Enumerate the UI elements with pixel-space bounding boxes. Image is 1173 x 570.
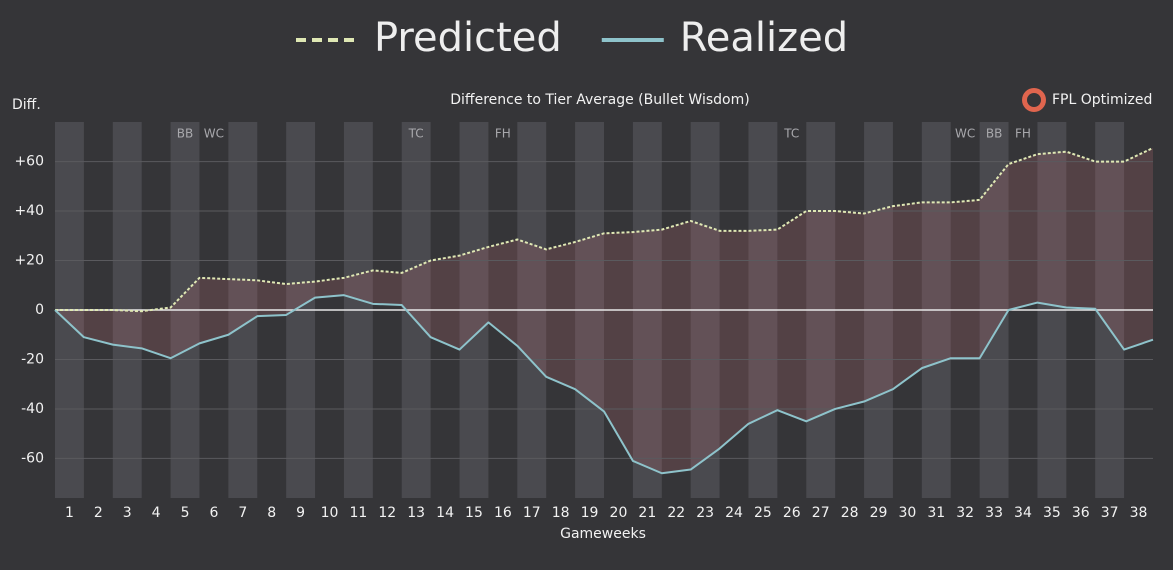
x-tick-label: 14 [436, 505, 454, 521]
chip-annotation: TC [783, 127, 799, 141]
x-tick-label: 12 [378, 505, 396, 521]
x-tick-label: 7 [238, 505, 247, 521]
y-tick-label: -60 [21, 450, 44, 466]
x-tick-label: 19 [581, 505, 599, 521]
y-tick-label: +60 [14, 154, 44, 170]
x-tick-label: 30 [898, 505, 916, 521]
x-tick-label: 15 [465, 505, 483, 521]
legend-label: Predicted [374, 15, 562, 61]
x-tick-label: 34 [1014, 505, 1032, 521]
x-tick-label: 5 [181, 505, 190, 521]
logo-inner [1027, 93, 1041, 107]
x-tick-label: 38 [1130, 505, 1148, 521]
x-tick-label: 33 [985, 505, 1003, 521]
x-tick-label: 18 [552, 505, 570, 521]
x-tick-label: 25 [754, 505, 772, 521]
x-tick-label: 28 [841, 505, 859, 521]
chart-title: Difference to Tier Average (Bullet Wisdo… [450, 92, 749, 108]
x-tick-label: 2 [94, 505, 103, 521]
x-tick-label: 8 [267, 505, 276, 521]
y-tick-label: +40 [14, 203, 44, 219]
x-tick-label: 20 [610, 505, 628, 521]
y-tick-label: +20 [14, 253, 44, 269]
x-tick-label: 36 [1072, 505, 1090, 521]
x-tick-label: 37 [1101, 505, 1119, 521]
chip-annotation: BB [986, 127, 1002, 141]
x-tick-label: 32 [956, 505, 974, 521]
x-tick-label: 31 [927, 505, 945, 521]
x-tick-label: 13 [407, 505, 425, 521]
x-tick-label: 16 [494, 505, 512, 521]
x-tick-label: 9 [296, 505, 305, 521]
x-tick-label: 29 [870, 505, 888, 521]
brand-logo: FPL Optimized [1022, 88, 1152, 112]
x-tick-label: 10 [321, 505, 339, 521]
series-line [55, 147, 1154, 313]
x-tick-label: 17 [523, 505, 541, 521]
y-tick-label: -20 [21, 351, 44, 367]
x-tick-label: 23 [696, 505, 714, 521]
chip-annotation: FH [495, 127, 511, 141]
chip-annotation: FH [1015, 127, 1031, 141]
x-tick-label: 26 [783, 505, 801, 521]
y-tick-label: 0 [35, 302, 44, 318]
chip-annotation: TC [408, 127, 424, 141]
x-tick-label: 21 [638, 505, 656, 521]
chip-annotation: WC [204, 127, 224, 141]
x-tick-label: 27 [812, 505, 830, 521]
x-tick-label: 3 [123, 505, 132, 521]
brand-name: FPL Optimized [1052, 92, 1152, 108]
y-tick-label: -40 [21, 401, 44, 417]
chip-annotation: WC [955, 127, 975, 141]
x-axis-label: Gameweeks [560, 526, 646, 542]
x-tick-label: 11 [349, 505, 367, 521]
x-tick-label: 22 [667, 505, 685, 521]
x-tick-label: 35 [1043, 505, 1061, 521]
x-tick-label: 6 [209, 505, 218, 521]
x-tick-label: 24 [725, 505, 743, 521]
series-line [54, 294, 1154, 475]
y-axis-label: Diff. [12, 97, 41, 113]
chip-annotation: BB [177, 127, 193, 141]
legend-label: Realized [680, 15, 848, 61]
x-tick-label: 4 [152, 505, 161, 521]
x-tick-label: 1 [65, 505, 74, 521]
